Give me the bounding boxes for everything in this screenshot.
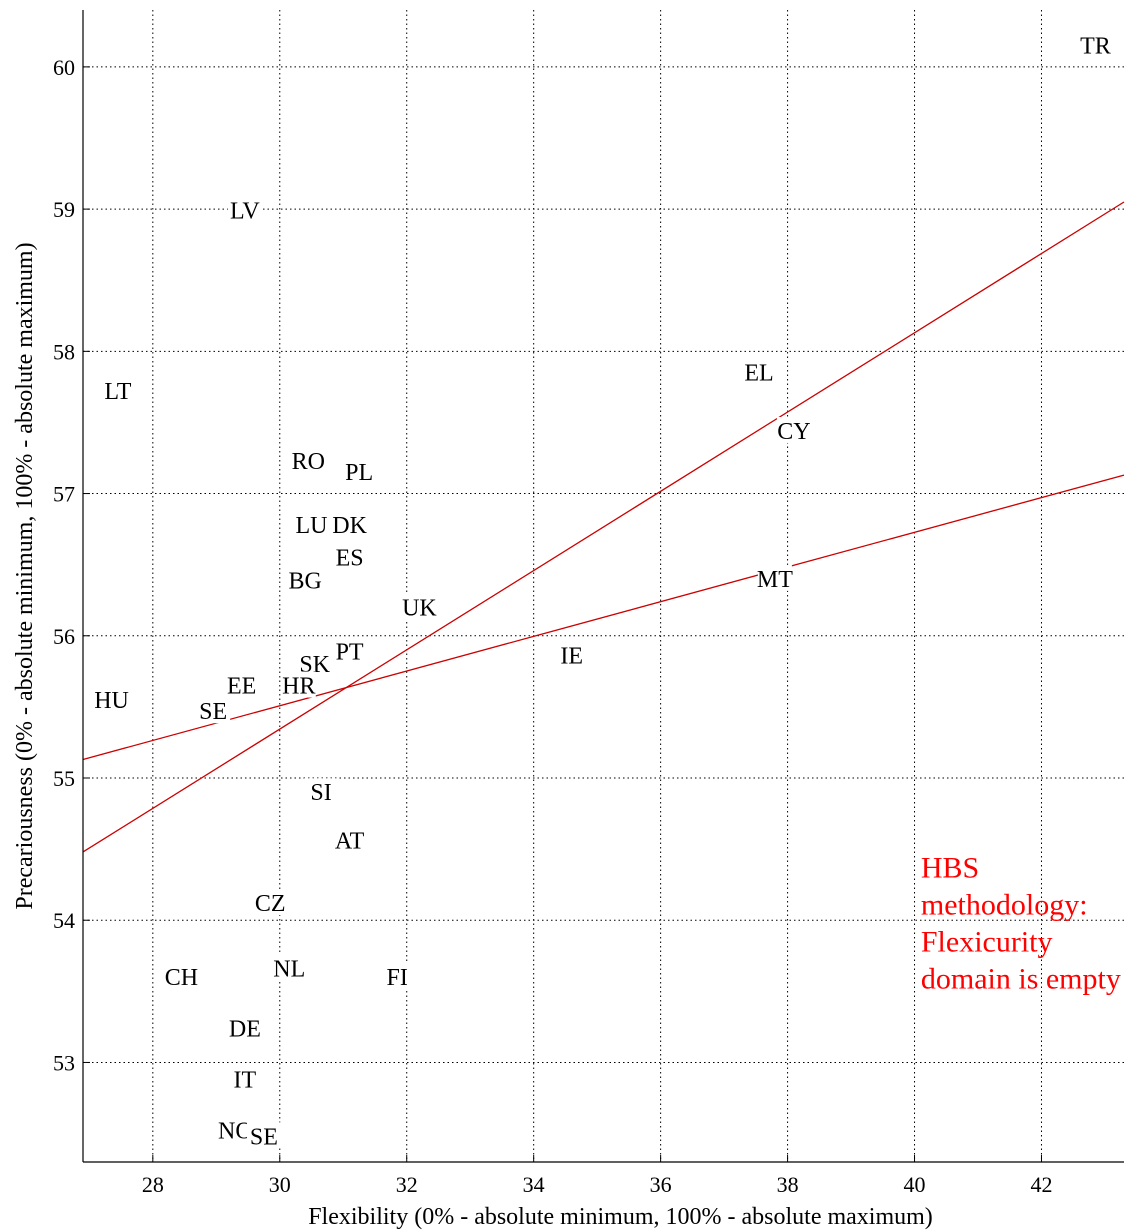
point-label-bg (332, 510, 367, 537)
y-tick-label: 58 (53, 339, 75, 364)
point-label-ro: RO (292, 449, 325, 475)
point-label-bg (253, 889, 288, 916)
annotation-line: HBS (921, 852, 979, 885)
fit-line (82, 474, 1125, 761)
point-label-lt: LT (104, 379, 131, 405)
point-label-at: AT (335, 829, 365, 855)
y-tick-label: 57 (53, 482, 75, 507)
point-label-si: SI (310, 780, 331, 806)
point-label-bg (332, 637, 367, 664)
point-label-mt: MT (757, 567, 793, 593)
point-label-de: DE (229, 1016, 261, 1042)
y-tick-label: 54 (53, 908, 75, 933)
point-label-hr: HR (282, 674, 315, 700)
point-label-nl: NL (273, 957, 305, 983)
point-label-se: SE (199, 699, 227, 725)
point-label-cz: CZ (255, 891, 286, 917)
x-tick-label: 40 (904, 1172, 926, 1197)
point-label-bg (224, 671, 259, 698)
point-label-bg (757, 564, 792, 591)
point-label-pt: PT (336, 639, 364, 665)
point-label-bg (281, 671, 316, 698)
point-label-bg: BG (288, 568, 321, 594)
x-tick-label: 30 (269, 1172, 291, 1197)
x-tick-label: 36 (650, 1172, 672, 1197)
point-label-tr: TR (1080, 34, 1111, 60)
y-tick-label: 59 (53, 197, 75, 222)
point-label-dk: DK (332, 513, 367, 539)
point-label-fi: FI (387, 965, 408, 991)
point-label-bg (227, 196, 262, 223)
point-label-bg (272, 954, 307, 981)
point-label-bg (288, 566, 323, 593)
x-tick-label: 28 (142, 1172, 164, 1197)
point-label-lu: LU (296, 513, 328, 539)
point-label-bg (164, 963, 199, 990)
point-label-el: EL (744, 361, 773, 387)
x-tick-label: 42 (1030, 1172, 1052, 1197)
point-label-bg (332, 543, 367, 570)
point-label-bg (100, 377, 135, 404)
fit-lines (82, 201, 1125, 853)
point-label-ee: EE (227, 674, 256, 700)
point-label-cy: CY (777, 419, 810, 445)
point-label-bg (227, 1065, 262, 1092)
y-tick-label: 53 (53, 1050, 75, 1075)
point-label-es: ES (336, 546, 364, 572)
point-label-bg (291, 446, 326, 473)
annotation-line: methodology: (921, 889, 1088, 922)
annotation-line: Flexicurity (921, 926, 1053, 959)
point-label-bg (304, 778, 339, 805)
x-ticks: 28 30 32 34 36 38 40 42 (142, 1155, 1052, 1197)
point-label-no: NO (218, 1119, 253, 1145)
x-tick-label: 32 (396, 1172, 418, 1197)
point-label-bg (332, 826, 367, 853)
point-label-bg (1078, 31, 1113, 58)
point-label-bg (246, 1122, 281, 1149)
point-label-bg (218, 1116, 253, 1143)
point-label-hu: HU (94, 688, 129, 714)
point-label-it: IT (234, 1068, 257, 1094)
x-tick-label: 34 (523, 1172, 545, 1197)
point-label-bg (196, 697, 231, 724)
y-tick-label: 56 (53, 624, 75, 649)
point-label-bg (294, 510, 329, 537)
y-tick-label: 60 (53, 55, 75, 80)
point-label-bg (380, 963, 415, 990)
point-label-bg (227, 1014, 262, 1041)
point-label-lv: LV (230, 199, 260, 225)
axes (82, 10, 1124, 1163)
point-label-bg (554, 641, 589, 668)
point-label-bg (342, 458, 377, 485)
point-label-bg (94, 685, 129, 712)
y-ticks: 53 54 55 56 57 58 59 60 (53, 55, 90, 1075)
point-label-bg (776, 416, 811, 443)
point-label-ch: CH (165, 965, 198, 991)
x-axis-title: Flexibility (0% - absolute minimum, 100%… (308, 1204, 933, 1230)
annotation-text: HBS methodology: Flexicurity domain is empt… (921, 852, 1121, 996)
x-tick-label: 38 (777, 1172, 799, 1197)
annotation-line: domain is empty (921, 963, 1121, 996)
point-label-pl: PL (345, 460, 373, 486)
fit-line (82, 201, 1125, 853)
point-label-bg (742, 358, 777, 385)
point-label-bg (402, 593, 437, 620)
point-label-ie: IE (560, 644, 583, 670)
point-label-uk: UK (402, 595, 437, 621)
y-axis-title: Precariousness (0% - absolute minimum, 1… (12, 242, 38, 909)
y-tick-label: 55 (53, 766, 75, 791)
point-label-se: SE (250, 1124, 278, 1150)
